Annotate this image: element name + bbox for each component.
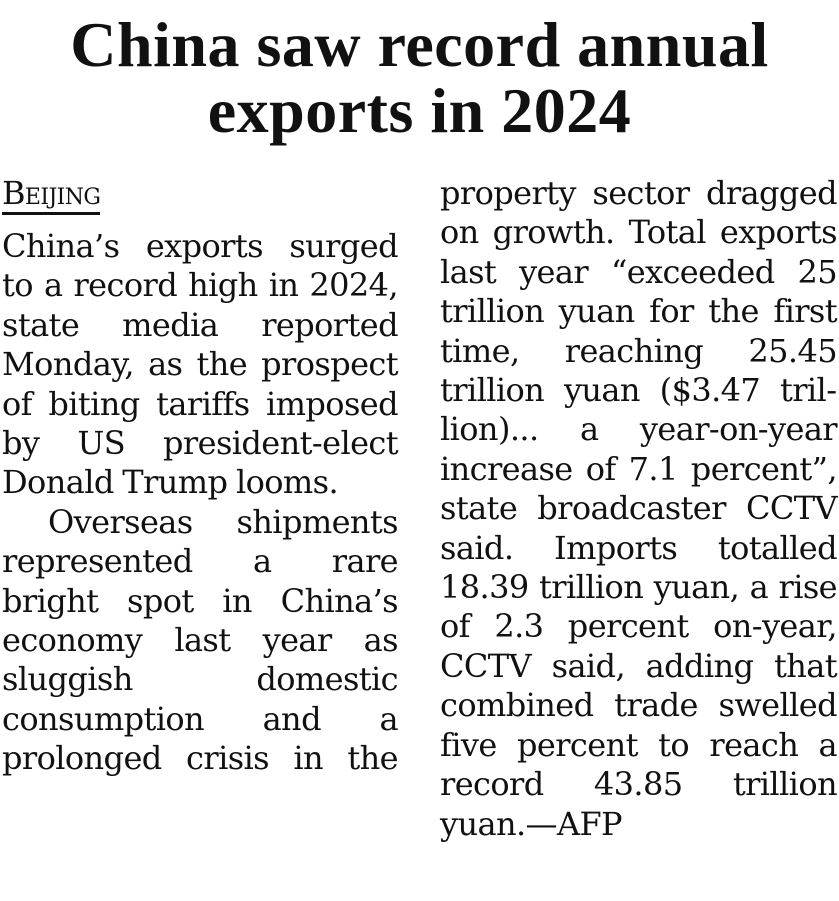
article-column-right: property sector dragged on growth. Total… — [440, 174, 838, 844]
paragraph-1: China’s exports surged to a record high … — [2, 227, 399, 502]
paragraph-2: Overseas shipments represented a rare br… — [2, 502, 399, 779]
article-column-left: Beijing China’s exports surged to a reco… — [2, 174, 399, 779]
paragraph-2-text: Overseas shipments represented a rare br… — [2, 502, 399, 778]
dateline: Beijing — [2, 176, 101, 215]
paragraph-2-continued: property sector dragged on growth. Total… — [440, 174, 838, 843]
headline: China saw record annual exports in 2024 — [70, 9, 769, 146]
